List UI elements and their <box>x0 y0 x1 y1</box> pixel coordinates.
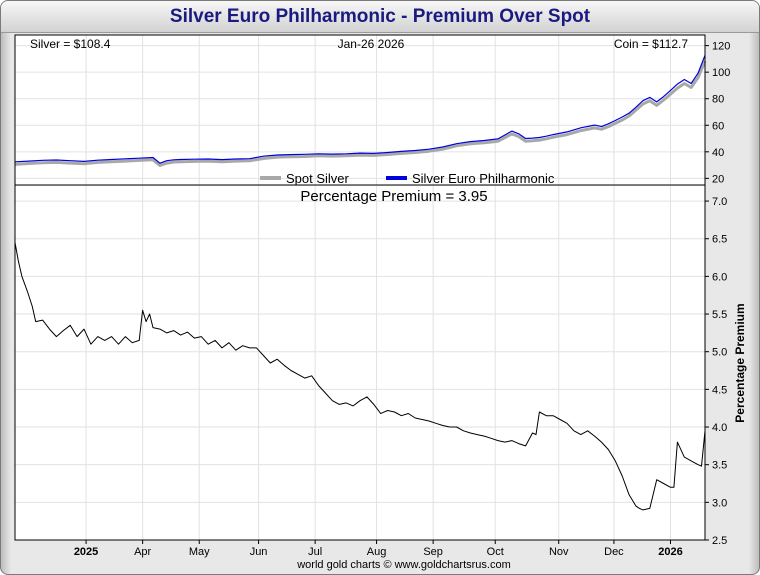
series-lines <box>14 55 707 511</box>
x-tick-label: Dec <box>604 546 624 558</box>
top-y-tick-label: 120 <box>712 41 730 53</box>
top-y-tick-label: 20 <box>712 173 724 185</box>
bottom-y-tick-label: 5.5 <box>712 309 727 321</box>
y-axis-label: Percentage Premium <box>733 303 747 422</box>
bottom-y-tick-label: 4.0 <box>712 422 727 434</box>
bottom-plot-area <box>15 186 705 540</box>
bottom-y-tick-label: 7.0 <box>712 196 727 208</box>
top-y-tick-label: 100 <box>712 67 730 79</box>
x-tick-label: Nov <box>549 546 569 558</box>
bottom-y-tick-label: 6.5 <box>712 234 727 246</box>
page-title: Silver Euro Philharmonic - Premium Over … <box>1 1 759 33</box>
bottom-y-tick-label: 3.0 <box>712 497 727 509</box>
bottom-y-tick-label: 3.5 <box>712 460 727 472</box>
top-y-tick-label: 60 <box>712 120 724 132</box>
date-label: Jan-26 2026 <box>338 37 405 51</box>
bottom-y-tick-label: 2.5 <box>712 535 727 547</box>
x-tick-label: Oct <box>487 546 504 558</box>
x-tick-label: Sep <box>423 546 443 558</box>
axis-ticks: 20 40 60 80 100 120 2.5 3.0 3.5 4.0 4.5 5.0 5.5 6.0 6.… <box>74 41 731 558</box>
coin-price-label: Coin = $112.7 <box>614 37 688 51</box>
x-tick-label: 2025 <box>74 546 98 558</box>
percentage-premium-line <box>14 242 706 511</box>
credit-line: world gold charts © www.goldchartsrus.co… <box>296 559 511 571</box>
bottom-y-tick-label: 6.0 <box>712 271 727 283</box>
x-tick-label: Apr <box>134 546 151 558</box>
bottom-y-tick-label: 5.0 <box>712 347 727 359</box>
premium-value-title: Percentage Premium = 3.95 <box>300 188 487 205</box>
legend-label-euro-philharmonic: Silver Euro Philharmonic <box>412 171 555 186</box>
x-tick-label: 2026 <box>658 546 682 558</box>
bottom-plot-border <box>14 184 706 541</box>
top-y-tick-label: 40 <box>712 147 724 159</box>
x-tick-label: Aug <box>367 546 387 558</box>
bottom-y-tick-label: 4.5 <box>712 384 727 396</box>
top-y-tick-label: 80 <box>712 94 724 106</box>
x-tick-label: Jul <box>308 546 322 558</box>
legend-label-spot-silver: Spot Silver <box>286 171 350 186</box>
silver-price-label: Silver = $108.4 <box>30 37 111 51</box>
spot-silver-line <box>14 60 707 167</box>
x-tick-label: Jun <box>250 546 268 558</box>
x-tick-label: May <box>189 546 210 558</box>
euro-philharmonic-line <box>14 55 706 164</box>
